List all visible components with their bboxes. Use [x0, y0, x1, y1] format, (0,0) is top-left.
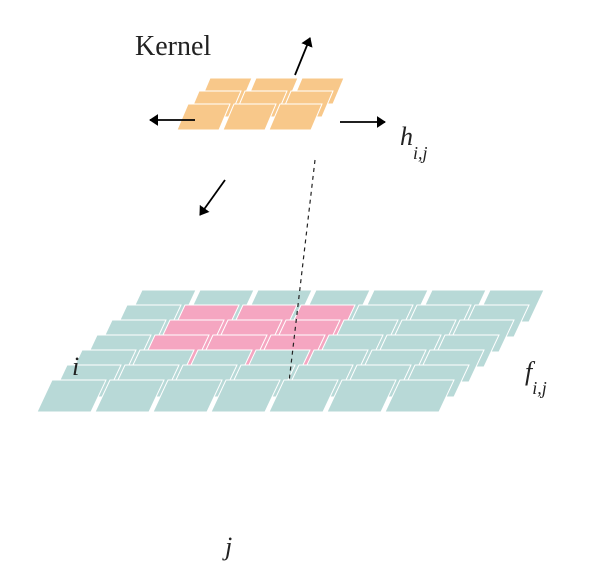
i-axis-label: i: [72, 352, 79, 381]
kernel-label: Kernel: [135, 31, 211, 62]
convolution-diagram: Kernelijhi,jfi,j: [0, 0, 593, 574]
